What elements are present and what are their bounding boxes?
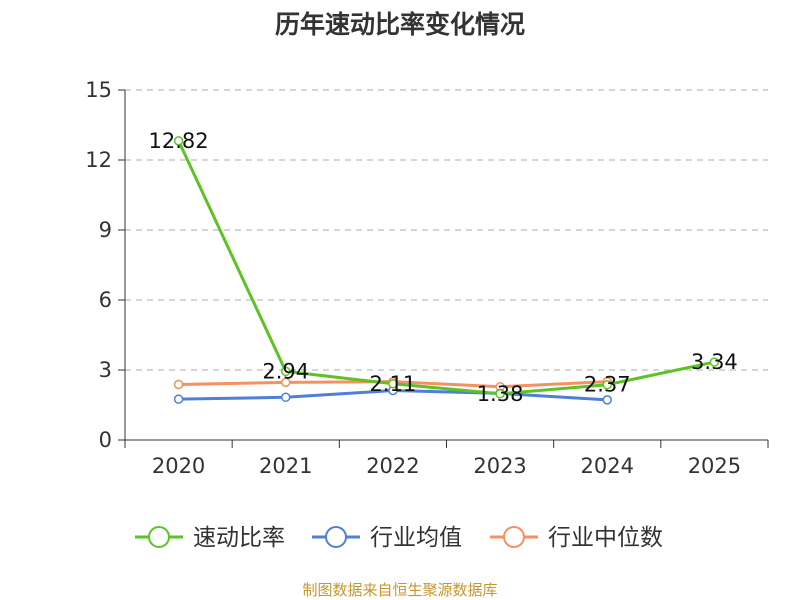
data-point <box>281 366 291 377</box>
legend-label: 行业中位数 <box>548 525 663 551</box>
x-tick-label: 2025 <box>688 454 741 478</box>
legend: 速动比率 行业均值 行业中位数 <box>135 525 663 551</box>
data-point <box>281 392 291 403</box>
legend-label: 行业均值 <box>370 525 462 551</box>
data-label: 3.34 <box>691 350 738 374</box>
x-tick-label: 2022 <box>366 454 419 478</box>
data-point <box>388 379 398 389</box>
legend-item: 行业均值 <box>312 525 462 551</box>
series-line-0 <box>177 140 715 396</box>
data-label: 1.38 <box>477 382 524 406</box>
x-tick-label: 2024 <box>581 454 634 478</box>
data-labels: 12.82 2.94 2.11 1.38 2.37 3.34 <box>149 129 738 406</box>
data-label: 2.11 <box>370 372 417 396</box>
legend-marker-circle <box>325 526 347 548</box>
data-point <box>281 377 291 388</box>
y-tick-label: 3 <box>99 358 112 382</box>
data-point <box>173 136 184 146</box>
data-point <box>602 379 612 390</box>
legend-label: 速动比率 <box>193 525 285 551</box>
data-point <box>602 395 612 405</box>
data-point <box>173 379 184 390</box>
data-point <box>173 394 184 404</box>
axes: 0 3 6 9 12 15 2020 2021 2022 2023 2024 2025 <box>85 78 769 478</box>
y-tick-label: 9 <box>99 218 112 242</box>
y-tick-label: 15 <box>85 78 112 102</box>
data-point <box>495 389 505 399</box>
y-tick-label: 12 <box>85 148 112 172</box>
legend-item: 行业中位数 <box>490 525 663 551</box>
legend-item: 速动比率 <box>135 525 285 551</box>
series-lines <box>173 136 720 405</box>
x-tick-label: 2020 <box>152 454 205 478</box>
grid-lines <box>125 89 768 371</box>
x-tick-label: 2021 <box>259 454 312 478</box>
data-label: 2.94 <box>262 359 309 383</box>
y-tick-label: 6 <box>99 288 112 312</box>
legend-marker-circle <box>503 526 525 548</box>
legend-marker-circle <box>148 526 170 548</box>
data-label: 2.37 <box>584 373 631 397</box>
chart-title: 历年速动比率变化情况 <box>275 10 525 39</box>
data-label: 12.82 <box>149 129 209 153</box>
y-tick-label: 0 <box>99 428 112 452</box>
x-tick-label: 2023 <box>473 454 526 478</box>
data-point <box>709 357 720 367</box>
source-note: 制图数据来自恒生聚源数据库 <box>302 581 497 599</box>
